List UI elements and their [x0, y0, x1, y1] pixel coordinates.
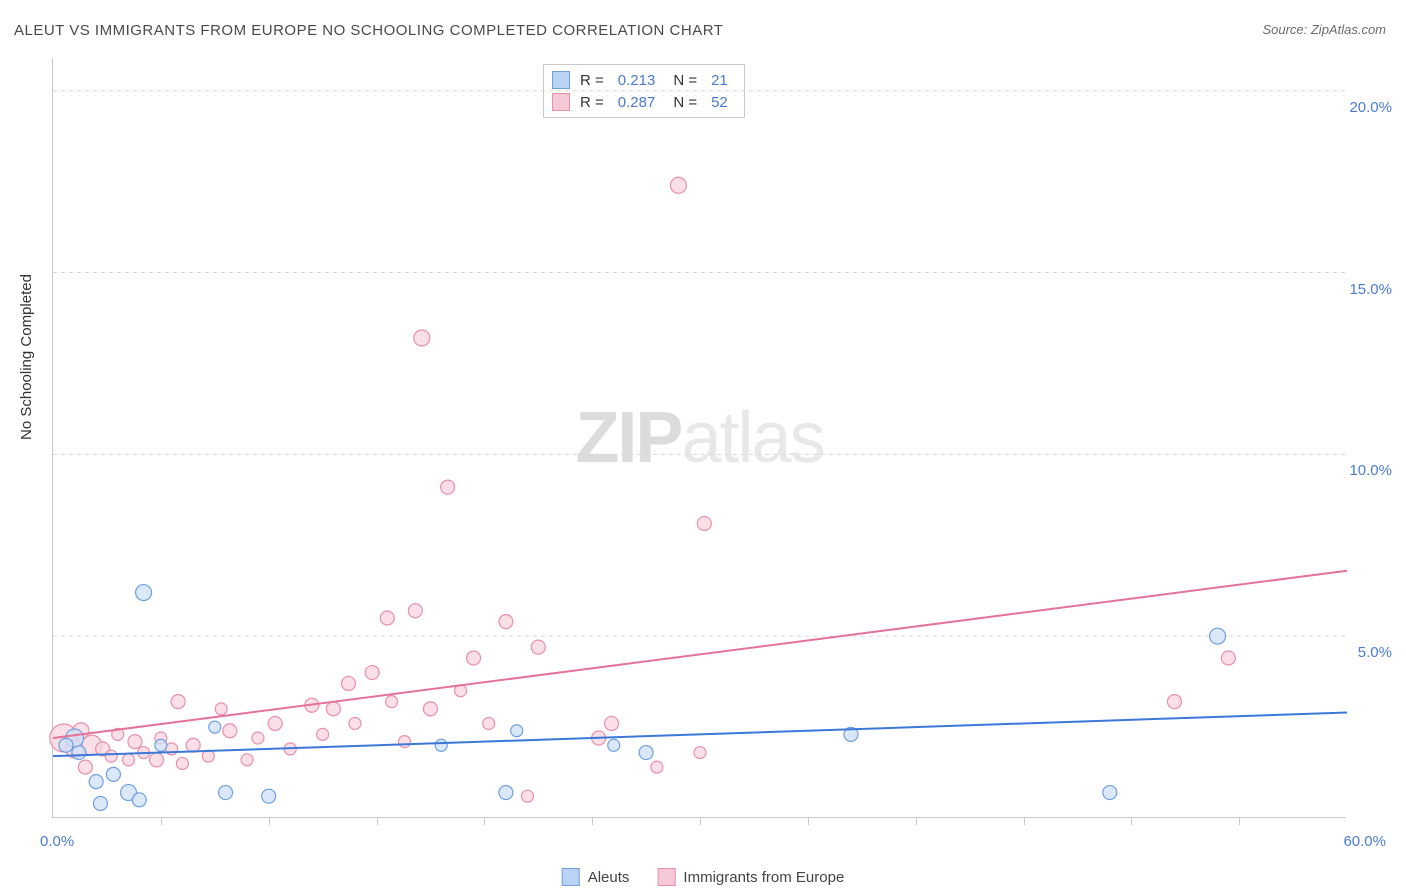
scatter-point-europe [241, 754, 253, 766]
scatter-point-europe [78, 760, 92, 774]
scatter-point-europe [499, 615, 513, 629]
scatter-point-aleuts [219, 786, 233, 800]
scatter-point-europe [252, 732, 264, 744]
scatter-point-europe [122, 754, 134, 766]
scatter-point-aleuts [639, 746, 653, 760]
x-tick [161, 817, 162, 825]
scatter-point-europe [128, 735, 142, 749]
scatter-point-aleuts [1103, 786, 1117, 800]
x-max-label: 60.0% [1343, 833, 1386, 850]
scatter-point-europe [326, 702, 340, 716]
scatter-point-aleuts [435, 739, 447, 751]
scatter-point-aleuts [93, 796, 107, 810]
x-tick [1131, 817, 1132, 825]
y-tick-label: 10.0% [1349, 462, 1392, 479]
scatter-point-aleuts [1210, 628, 1226, 644]
x-tick [1024, 817, 1025, 825]
scatter-point-europe [365, 666, 379, 680]
scatter-point-aleuts [511, 725, 523, 737]
scatter-point-europe [605, 716, 619, 730]
x-tick [700, 817, 701, 825]
scatter-point-europe [414, 330, 430, 346]
y-tick-label: 15.0% [1349, 281, 1392, 298]
scatter-point-europe [150, 753, 164, 767]
chart-container: ALEUT VS IMMIGRANTS FROM EUROPE NO SCHOO… [0, 0, 1406, 892]
scatter-point-europe [1167, 695, 1181, 709]
scatter-point-aleuts [136, 585, 152, 601]
scatter-point-europe [386, 696, 398, 708]
scatter-point-aleuts [72, 746, 86, 760]
legend-label-aleuts: Aleuts [588, 869, 630, 886]
scatter-point-aleuts [155, 739, 167, 751]
scatter-point-europe [268, 716, 282, 730]
scatter-point-aleuts [132, 793, 146, 807]
scatter-point-europe [651, 761, 663, 773]
source-label: Source: ZipAtlas.com [1262, 22, 1386, 37]
scatter-point-aleuts [499, 786, 513, 800]
y-axis-label: No Schooling Completed [18, 274, 35, 440]
scatter-point-europe [483, 717, 495, 729]
scatter-point-europe [521, 790, 533, 802]
scatter-point-europe [105, 750, 117, 762]
x-tick [484, 817, 485, 825]
scatter-point-europe [697, 516, 711, 530]
scatter-point-europe [670, 177, 686, 193]
x-tick [916, 817, 917, 825]
plot-area: ZIPatlas R = 0.213 N = 21 R = 0.287 N = … [52, 58, 1346, 818]
swatch-europe [657, 868, 675, 886]
y-tick-label: 20.0% [1349, 99, 1392, 116]
x-tick [377, 817, 378, 825]
scatter-point-europe [441, 480, 455, 494]
scatter-point-aleuts [106, 767, 120, 781]
x-min-label: 0.0% [40, 833, 74, 850]
scatter-point-europe [467, 651, 481, 665]
legend-item-aleuts: Aleuts [562, 868, 630, 886]
trendline-europe [53, 571, 1347, 738]
scatter-point-aleuts [89, 775, 103, 789]
x-tick [1239, 817, 1240, 825]
scatter-point-europe [694, 747, 706, 759]
chart-svg [53, 58, 1346, 817]
series-legend: Aleuts Immigrants from Europe [562, 868, 845, 886]
scatter-point-europe [341, 676, 355, 690]
scatter-point-europe [317, 728, 329, 740]
scatter-point-aleuts [59, 738, 73, 752]
chart-title: ALEUT VS IMMIGRANTS FROM EUROPE NO SCHOO… [14, 22, 723, 39]
legend-item-europe: Immigrants from Europe [657, 868, 844, 886]
scatter-point-europe [171, 695, 185, 709]
scatter-point-europe [408, 604, 422, 618]
scatter-point-europe [349, 717, 361, 729]
scatter-point-europe [1221, 651, 1235, 665]
y-tick-label: 5.0% [1358, 644, 1392, 661]
scatter-point-aleuts [608, 739, 620, 751]
scatter-point-aleuts [209, 721, 221, 733]
scatter-point-europe [423, 702, 437, 716]
x-tick [269, 817, 270, 825]
scatter-point-europe [186, 738, 200, 752]
scatter-point-aleuts [262, 789, 276, 803]
x-tick [808, 817, 809, 825]
scatter-point-europe [215, 703, 227, 715]
scatter-point-europe [223, 724, 237, 738]
swatch-aleuts [562, 868, 580, 886]
scatter-point-europe [531, 640, 545, 654]
x-tick [592, 817, 593, 825]
legend-label-europe: Immigrants from Europe [683, 869, 844, 886]
scatter-point-europe [176, 757, 188, 769]
scatter-point-europe [399, 736, 411, 748]
scatter-point-europe [380, 611, 394, 625]
